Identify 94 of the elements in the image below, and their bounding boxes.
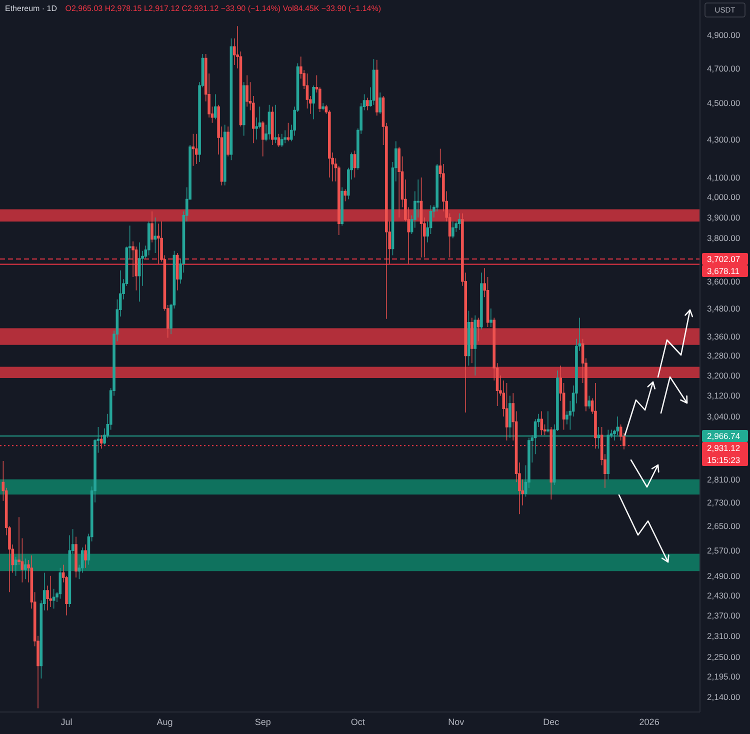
y-tick-label: 2,310.00 [707,630,740,641]
ref-line-label: 3,678.11 [707,266,740,276]
y-tick-label: 4,700.00 [707,63,740,74]
y-tick-label: 2,140.00 [707,692,740,702]
candlestick [470,317,474,364]
y-tick-label: 4,300.00 [707,134,740,144]
candlestick [58,568,62,600]
candlestick [49,576,52,608]
y-tick-label: 3,040.00 [707,411,740,422]
candlestick [262,120,264,157]
candlestick [150,210,154,243]
candlestick [474,315,477,376]
y-tick-label: 3,900.00 [707,212,740,222]
candlestick [14,556,18,576]
y-tick-label: 3,360.00 [707,331,740,342]
candlestick [312,85,315,120]
x-tick-label: Jul [60,717,72,727]
candlestick [344,188,347,202]
candlestick [376,60,378,116]
candlestick [214,94,217,120]
x-tick-label: 2026 [639,717,660,727]
candlestick [192,134,195,166]
y-tick-label: 3,800.00 [707,233,740,244]
candlestick [353,150,356,178]
y-tick-label: 3,120.00 [707,390,740,401]
candlestick [505,382,508,441]
candlestick [490,308,492,328]
candlestick [52,588,56,610]
candlestick [268,104,271,140]
candlestick [274,104,277,144]
candlestick [322,102,324,111]
candlestick [246,74,248,108]
y-tick-label: 2,570.00 [707,546,740,556]
candlestick [226,126,230,157]
y-tick-label: 2,195.00 [707,672,740,682]
y-tick-label: 3,280.00 [707,350,740,361]
y-tick-label: 4,900.00 [707,30,740,40]
text: O2,965.03 H2,978.15 L2,917.12 C2,931.12 −33.90 (−1.14%) Vol84.45K −33.90 (−1.14%) [65,4,382,13]
candlestick [588,395,591,409]
y-tick-label: 3,480.00 [707,303,740,314]
x-tick-label: Sep [254,717,271,727]
candlestick [467,310,470,366]
text: Ethereum · 1D [5,4,58,13]
y-tick-label: 3,200.00 [707,370,740,380]
candlestick [378,92,382,114]
candlestick [284,130,286,144]
candlestick [540,410,544,436]
candlestick [340,186,344,226]
candlestick [366,97,369,111]
candlestick [84,544,87,568]
y-tick-label: 4,500.00 [707,98,740,108]
ref-line-label: 2,931.12 15:15:23 [707,442,740,465]
x-tick-label: Oct [350,717,366,727]
ref-line-label: 3,702.07 [707,254,740,264]
candlestick [420,177,423,258]
x-tick-label: Nov [448,717,465,727]
candlestick [458,213,461,230]
candlestick [194,134,198,164]
candlestick [74,536,78,578]
candlestick [154,217,157,254]
candlestick [480,272,483,330]
y-tick-label: 4,100.00 [707,172,740,182]
candlestick [280,134,284,148]
candlestick [372,58,376,106]
candlestick [156,223,160,264]
candlestick [476,317,480,342]
candlestick [546,410,550,433]
candlestick [230,38,233,160]
candlestick [452,221,454,239]
y-tick-label: 2,250.00 [707,652,740,662]
y-tick-label: 4,000.00 [707,192,740,202]
y-tick-label: 2,810.00 [707,474,740,484]
y-tick-label: 2,650.00 [707,521,740,532]
candlestick [550,426,553,500]
y-tick-label: 3,600.00 [707,276,740,286]
candlestick [176,252,179,291]
y-tick-label: 2,490.00 [707,570,740,581]
candlestick [147,221,150,256]
y-tick-label: 2,730.00 [707,497,740,508]
x-tick-label: Aug [156,717,173,727]
candlestick [398,146,400,218]
candlestick [24,558,27,580]
x-tick-label: Dec [543,717,560,727]
candlestick [594,382,597,449]
candlestick [277,134,280,148]
candlestick [286,122,290,142]
candlestick [271,106,274,146]
y-tick-label: 2,430.00 [707,590,740,600]
candlestick [223,124,226,186]
y-tick-label: 2,370.00 [707,610,740,620]
ref-line-label: 2,966.74 [707,430,740,441]
candlestick [100,434,103,449]
candlestick [138,242,141,302]
candlestick [242,82,246,136]
